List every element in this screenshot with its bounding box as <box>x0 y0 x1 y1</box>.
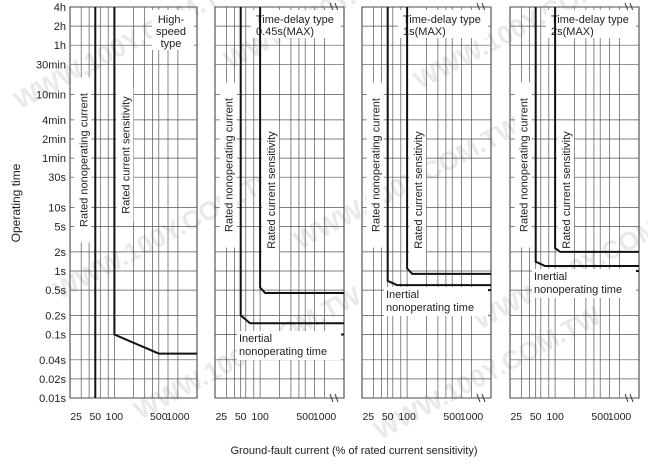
axis-break-mark <box>329 393 339 403</box>
series-line <box>406 7 491 275</box>
label-background <box>237 331 341 360</box>
label-inertial-nonoperating-time: nonoperating time <box>239 346 327 358</box>
y-tick-label: 10s <box>48 203 66 215</box>
axis-break-mark <box>476 2 486 12</box>
x-tick-label: 25 <box>362 411 374 423</box>
title-background <box>398 10 488 38</box>
panel-title: 0.45s(MAX) <box>256 26 314 38</box>
label-rated-current-sensitivity: Rated current sensitivity <box>266 131 278 249</box>
x-tick-label: 1000 <box>166 411 190 423</box>
x-tick-label: 500 <box>296 411 314 423</box>
x-tick-label: 50 <box>235 411 247 423</box>
label-background <box>219 82 237 248</box>
panel-title: type <box>161 38 182 50</box>
series-line <box>259 7 344 294</box>
y-tick-label: 0.04s <box>39 355 66 367</box>
panel-title: High- <box>158 14 185 26</box>
y-tick-label: 0.1s <box>45 330 66 342</box>
y-tick-label: 1h <box>54 40 66 52</box>
title-background <box>251 10 341 38</box>
label-rated-current-sensitivity: Rated current sensitivity <box>561 131 573 249</box>
panel-title: Time-delay type <box>256 14 334 26</box>
label-inertial-nonoperating-time: nonoperating time <box>534 284 622 296</box>
x-tick-label: 50 <box>89 411 101 423</box>
x-tick-label: 1000 <box>313 411 337 423</box>
label-inertial-nonoperating-time: Inertial <box>239 333 272 345</box>
y-tick-label: 0.01s <box>39 393 66 405</box>
series-line <box>554 7 639 253</box>
y-tick-label: 30min <box>36 59 66 71</box>
y-tick-label: 2s <box>54 247 66 259</box>
title-background <box>546 10 636 38</box>
label-rated-nonoperating-current: Rated nonoperating current <box>519 98 531 232</box>
y-tick-label: 0.5s <box>45 285 66 297</box>
axis-break-mark <box>329 2 339 12</box>
x-tick-label: 500 <box>150 411 168 423</box>
y-tick-label: 0.2s <box>45 310 66 322</box>
panel-title: Time-delay type <box>403 14 481 26</box>
title-background <box>152 10 194 50</box>
x-tick-label: 1000 <box>608 411 632 423</box>
series-line <box>386 7 491 287</box>
x-tick-label: 500 <box>443 411 461 423</box>
label-background <box>514 82 532 248</box>
series-line <box>113 7 197 355</box>
label-background <box>532 269 636 298</box>
y-tick-label: 1min <box>42 153 66 165</box>
label-background <box>409 122 427 258</box>
y-axis-label: Operating time <box>9 163 23 242</box>
y-tick-label: 2min <box>42 134 66 146</box>
label-inertial-nonoperating-time: Inertial <box>386 289 419 301</box>
y-tick-label: 30s <box>48 172 66 184</box>
x-tick-label: 100 <box>546 411 564 423</box>
label-rated-nonoperating-current: Rated nonoperating current <box>224 98 236 232</box>
panel-title: Time-delay type <box>551 14 629 26</box>
y-tick-label: 2h <box>54 21 66 33</box>
label-rated-current-sensitivity: Rated current sensitivity <box>413 131 425 249</box>
x-tick-label: 25 <box>510 411 522 423</box>
panel-title: 1s(MAX) <box>403 26 446 38</box>
x-tick-label: 100 <box>398 411 416 423</box>
x-tick-label: 100 <box>251 411 269 423</box>
x-tick-label: 25 <box>215 411 227 423</box>
y-tick-label: 4h <box>54 2 66 14</box>
y-tick-label: 0.02s <box>39 374 66 386</box>
series-line <box>239 7 344 325</box>
label-background <box>384 287 488 316</box>
label-inertial-nonoperating-time: nonoperating time <box>386 302 474 314</box>
label-rated-nonoperating-current: Rated nonoperating current <box>78 93 90 227</box>
label-rated-current-sensitivity: Rated current sensitivity <box>120 96 132 214</box>
series-line <box>534 7 639 267</box>
x-tick-label: 500 <box>591 411 609 423</box>
y-tick-label: 5s <box>54 222 66 234</box>
y-tick-label: 10min <box>36 90 66 102</box>
label-rated-nonoperating-current: Rated nonoperating current <box>371 98 383 232</box>
label-background <box>557 122 575 258</box>
axis-break-mark <box>624 2 634 12</box>
x-tick-label: 100 <box>106 411 124 423</box>
x-tick-label: 1000 <box>460 411 484 423</box>
x-axis-label: Ground-fault current (% of rated current… <box>231 445 478 457</box>
axis-break-mark <box>624 393 634 403</box>
panel-title: 2s(MAX) <box>551 26 594 38</box>
label-background <box>262 122 280 258</box>
x-tick-label: 50 <box>382 411 394 423</box>
label-background <box>366 82 384 248</box>
axis-break-mark <box>476 393 486 403</box>
y-tick-label: 1s <box>54 266 66 278</box>
label-background <box>74 77 92 243</box>
x-tick-label: 50 <box>530 411 542 423</box>
label-inertial-nonoperating-time: Inertial <box>534 271 567 283</box>
label-background <box>116 87 134 223</box>
panel-title: speed <box>156 26 186 38</box>
x-tick-label: 25 <box>70 411 82 423</box>
y-tick-label: 4min <box>42 115 66 127</box>
